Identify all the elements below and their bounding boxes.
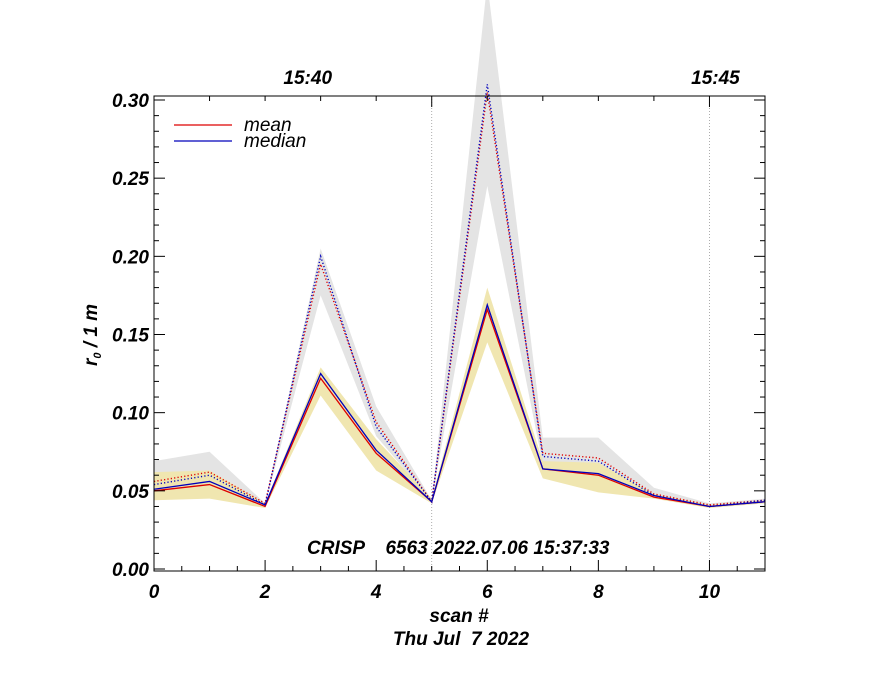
upper-band	[154, 0, 765, 507]
y-tick-labels: 0.00 0.05 0.10 0.15 0.20 0.25 0.30	[112, 91, 149, 581]
x-tick-label: 8	[593, 582, 604, 603]
x-tick-label: 6	[482, 582, 493, 603]
y-axis-title: r0 / 1 m	[81, 304, 104, 366]
y-tick-label: 0.25	[112, 169, 149, 190]
x-tick-label: 10	[699, 582, 721, 603]
top-time-label: 15:40	[283, 68, 332, 89]
series-line-mean-dotted	[154, 92, 765, 506]
uncertainty-bands	[154, 0, 765, 509]
time-markers	[431, 96, 710, 571]
y-axis-title-subscript: 0	[92, 352, 104, 359]
y-axis-title-suffix: / 1 m	[81, 304, 102, 353]
legend-label-median: median	[244, 131, 306, 152]
y-tick-label: 0.30	[112, 91, 149, 112]
x-tick-label: 0	[149, 582, 160, 603]
y-tick-label: 0.05	[112, 482, 149, 503]
y-tick-label: 0.00	[112, 560, 149, 581]
chart-annotation: CRISP 6563 2022.07.06 15:37:33	[307, 538, 610, 559]
top-time-label: 15:45	[691, 68, 740, 89]
y-axis-title-main: r	[81, 357, 102, 366]
axis-ticks	[153, 96, 766, 571]
x-tick-labels: 0 2 4 6 8 10	[149, 582, 721, 603]
y-tick-label: 0.20	[112, 247, 149, 268]
legend-label-mean: mean	[244, 115, 292, 136]
x-tick-label: 2	[259, 582, 271, 603]
lower-band	[154, 287, 765, 509]
series-line-median	[154, 302, 765, 508]
y-tick-label: 0.10	[112, 404, 149, 425]
legend: mean median	[174, 115, 306, 152]
x-axis-title: scan #	[429, 606, 489, 627]
date-label: Thu Jul 7 2022	[393, 629, 530, 650]
series-lines	[154, 84, 765, 508]
x-tick-label: 4	[370, 582, 382, 603]
top-time-labels: 15:40 15:45	[283, 68, 740, 89]
y-tick-label: 0.15	[112, 326, 149, 347]
